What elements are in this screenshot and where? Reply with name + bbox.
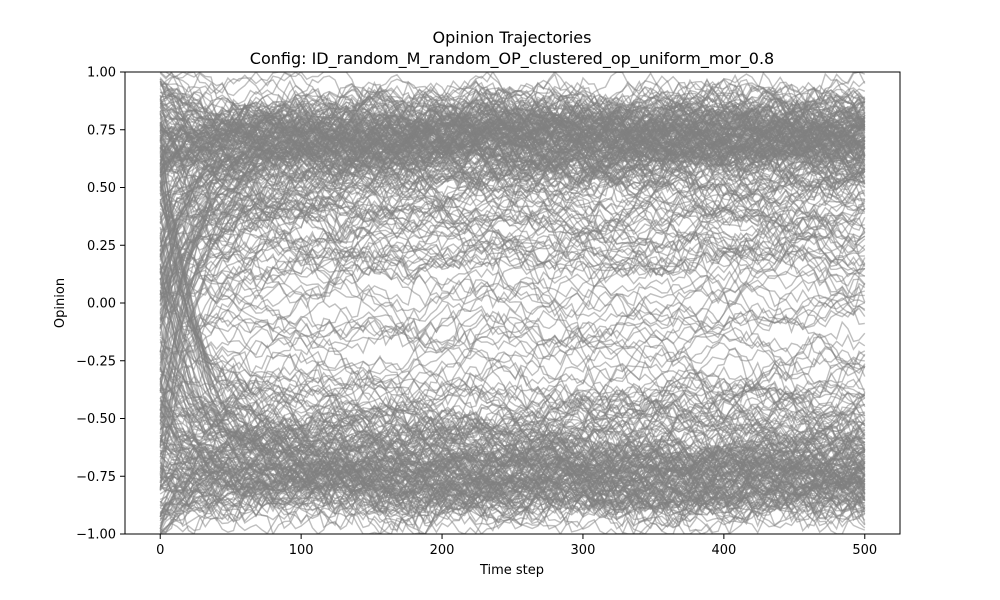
trajectory-line <box>159 439 866 517</box>
y-tick-label: −0.25 <box>76 354 116 369</box>
trajectory-line <box>159 435 866 499</box>
x-tick-label: 200 <box>430 543 455 558</box>
trajectory-line <box>160 258 866 392</box>
trajectory-line <box>159 344 866 462</box>
trajectory-line <box>160 171 866 271</box>
trajectory-line <box>160 207 866 291</box>
trajectory-line <box>159 227 865 447</box>
trajectory-line <box>159 200 865 278</box>
trajectory-line <box>159 105 866 173</box>
trajectory-line <box>159 87 866 146</box>
x-axis: 0 100 200 300 400 500 <box>156 534 877 558</box>
trajectory-line <box>159 99 865 286</box>
y-axis-label: Opinion <box>53 278 68 328</box>
trajectory-line <box>159 141 865 261</box>
trajectory-line <box>160 312 866 393</box>
trajectory-line <box>159 127 866 187</box>
x-tick-label: 500 <box>852 543 877 558</box>
y-tick-label: 0.75 <box>87 123 116 138</box>
trajectory-line <box>159 88 865 165</box>
trajectory-line <box>159 308 866 390</box>
trajectory-line <box>160 74 866 151</box>
trajectory-line <box>159 314 865 490</box>
trajectory-line <box>159 152 866 296</box>
trajectory-line <box>159 371 865 506</box>
trajectory-line <box>159 396 866 463</box>
trajectory-line <box>159 160 866 302</box>
trajectory-line <box>159 231 865 364</box>
trajectory-line <box>159 219 866 296</box>
trajectory-line <box>159 150 865 244</box>
x-tick-label: 400 <box>711 543 736 558</box>
trajectory-line <box>159 239 866 380</box>
trajectory-lines <box>159 72 866 534</box>
trajectory-line <box>159 181 866 496</box>
trajectory-line <box>159 420 866 493</box>
x-tick-label: 0 <box>156 543 164 558</box>
trajectory-line <box>160 419 866 498</box>
trajectory-line <box>159 481 866 534</box>
trajectory-line <box>159 83 866 160</box>
trajectory-line <box>159 207 866 281</box>
trajectory-line <box>159 292 865 374</box>
chart-subtitle: Config: ID_random_M_random_OP_clustered_… <box>250 49 774 69</box>
y-tick-label: 0.00 <box>87 297 116 312</box>
chart-title: Opinion Trajectories <box>433 28 592 47</box>
trajectory-line <box>160 280 866 395</box>
trajectory-line <box>159 100 866 201</box>
trajectory-line <box>159 202 866 360</box>
trajectory-line <box>159 122 865 290</box>
trajectory-line <box>159 384 865 454</box>
trajectory-line <box>159 437 866 512</box>
trajectory-line <box>159 164 866 315</box>
trajectory-line <box>159 114 865 228</box>
trajectory-line <box>160 369 866 463</box>
trajectory-line <box>159 190 866 272</box>
trajectory-line <box>159 189 866 301</box>
y-tick-label: 1.00 <box>87 66 116 81</box>
trajectory-line <box>159 365 865 420</box>
trajectory-line <box>159 407 865 514</box>
trajectory-line <box>159 263 866 347</box>
x-tick-label: 100 <box>289 543 314 558</box>
x-tick-label: 300 <box>571 543 596 558</box>
y-tick-label: −0.50 <box>76 412 116 427</box>
x-axis-label: Time step <box>479 563 544 578</box>
trajectory-line <box>160 395 866 485</box>
trajectory-line <box>159 139 866 221</box>
trajectory-line <box>159 182 866 324</box>
y-tick-label: 0.25 <box>87 239 116 254</box>
y-tick-label: −1.00 <box>76 528 116 543</box>
trajectory-line <box>159 186 866 364</box>
y-axis: −1.00 −0.75 −0.50 −0.25 0.00 0.25 0.50 0.75 1.00 <box>76 66 125 543</box>
trajectory-line <box>159 235 865 483</box>
trajectory-line <box>159 81 866 185</box>
trajectory-line <box>159 408 866 509</box>
trajectory-line <box>159 399 866 524</box>
trajectory-line <box>159 174 865 491</box>
trajectory-line <box>160 353 866 450</box>
y-tick-label: −0.75 <box>76 470 116 485</box>
y-tick-label: 0.50 <box>87 181 116 196</box>
